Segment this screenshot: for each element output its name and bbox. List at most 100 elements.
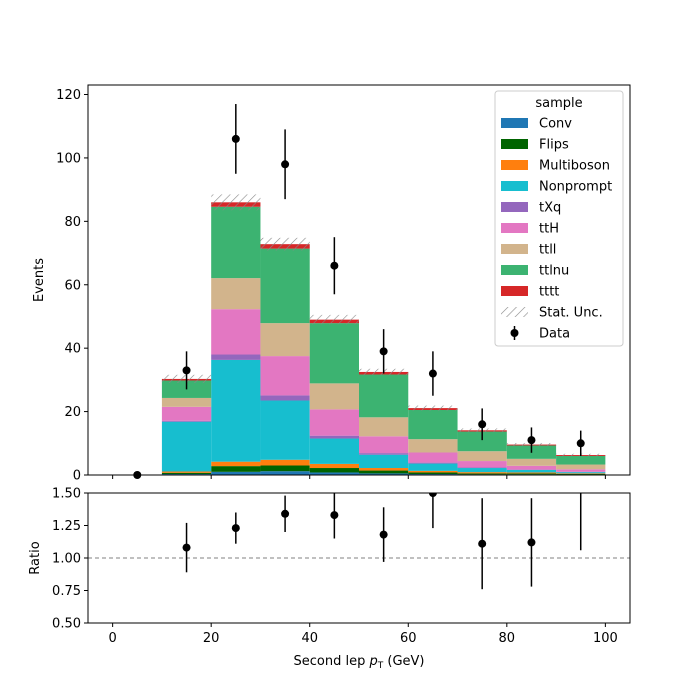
bar-tth [211, 309, 261, 355]
bar-multiboson [408, 470, 458, 473]
data-point [576, 439, 585, 448]
data-point [182, 366, 191, 375]
y-tick-label: 20 [64, 405, 81, 420]
legend-swatch-conv [501, 118, 528, 128]
bar-nonprompt [161, 421, 212, 472]
legend-label: tXq [539, 201, 561, 216]
data-point [478, 420, 487, 429]
ratio-panel: 0.50 0.75 1.00 1.25 1.50 0 20 40 60 80 100 [52, 481, 631, 646]
bar-ttlnu [211, 206, 261, 279]
y-tick-label: 100 [56, 151, 81, 166]
x-tick-label: 20 [203, 631, 220, 646]
bar-multiboson [359, 468, 409, 471]
ratio-point [182, 543, 191, 552]
bar-multiboson [260, 459, 310, 466]
bar-ttlnu [309, 323, 359, 384]
legend-swatch-stat-unc [501, 307, 528, 317]
legend-swatch-flips [501, 139, 528, 149]
bar-flips [359, 470, 409, 474]
ratio-point [379, 530, 388, 539]
legend-data-marker [510, 329, 519, 337]
bar-flips [260, 465, 310, 472]
x-tick-label: 60 [400, 631, 417, 646]
bar-flips [309, 468, 359, 473]
legend-swatch-ttlnu [501, 265, 528, 275]
bar-txq [161, 420, 212, 422]
legend-label: Stat. Unc. [539, 306, 603, 321]
ratio-point [478, 539, 487, 548]
legend-swatch-tth [501, 223, 528, 233]
data-point [379, 347, 388, 356]
bar-ttll [309, 383, 359, 410]
bar-conv [359, 473, 409, 475]
bar-flips [506, 473, 557, 475]
x-tick-label: 80 [499, 631, 516, 646]
data-point [281, 160, 290, 169]
bar-nonprompt [556, 472, 606, 474]
bar-flips [161, 472, 212, 475]
bar-multiboson [161, 471, 212, 473]
bar-multiboson [556, 473, 606, 475]
bar-ttll [457, 451, 507, 462]
bar-tth [506, 465, 557, 470]
bar-conv [309, 472, 359, 475]
data-point [330, 261, 339, 270]
ratio-point [577, 481, 585, 489]
y-tick-label: 120 [56, 88, 81, 103]
bar-txq [457, 467, 507, 469]
data-point [231, 134, 240, 143]
bar-ttlnu [359, 374, 409, 418]
bar-nonprompt [260, 400, 310, 460]
bar-multiboson [457, 472, 507, 474]
bar-tth [408, 452, 458, 463]
bar-flips [408, 472, 458, 475]
ratio-axes-frame [87, 492, 631, 624]
bar-ttlnu [260, 248, 310, 324]
bar-nonprompt [408, 463, 458, 471]
bar-ttll [359, 417, 409, 437]
legend-swatch-txq [501, 202, 528, 212]
legend-swatch-tttt [501, 286, 528, 296]
ratio-y-tick-label: 0.75 [52, 584, 81, 599]
legend-label: Conv [539, 117, 572, 132]
bar-ttll [506, 458, 557, 466]
bar-txq [260, 395, 310, 401]
y-axis-label: Events [32, 258, 47, 302]
y-tick-label: 0 [73, 469, 81, 484]
x-tick-label: 0 [108, 631, 116, 646]
x-tick-label: 100 [593, 631, 618, 646]
bar-tth [556, 469, 606, 472]
x-tick-label: 40 [301, 631, 318, 646]
bar-nonprompt [211, 359, 261, 462]
legend: sample Conv Flips Multiboson Nonprompt tXq ttH… [494, 90, 624, 347]
bar-tth [309, 409, 359, 436]
ratio-points [182, 481, 585, 590]
bar-ttlnu [408, 410, 458, 440]
stat-unc-band [408, 405, 458, 411]
bar-txq [359, 453, 409, 455]
legend-swatch-multiboson [501, 160, 528, 170]
stat-unc-band [260, 237, 310, 251]
bar-ttll [556, 464, 606, 470]
bar-nonprompt [457, 468, 507, 473]
bar-multiboson [211, 461, 261, 467]
bar-nonprompt [359, 454, 409, 469]
bar-multiboson [506, 472, 557, 474]
bar-conv [211, 471, 261, 475]
legend-title: sample [535, 96, 582, 111]
x-axis-label: Second lep pT (GeV) [294, 654, 425, 671]
ratio-point [527, 538, 536, 547]
ratio-y-tick-label: 1.25 [52, 519, 81, 534]
y-tick-label: 80 [64, 215, 81, 230]
bar-flips [211, 466, 261, 472]
data-point [428, 369, 437, 378]
legend-label: ttH [539, 222, 559, 237]
y-tick-label: 40 [64, 342, 81, 357]
legend-label: Multiboson [539, 159, 610, 174]
legend-label: ttlnu [539, 264, 569, 279]
bar-tth [457, 461, 507, 468]
legend-label: Data [539, 327, 570, 342]
bar-multiboson [309, 463, 359, 469]
